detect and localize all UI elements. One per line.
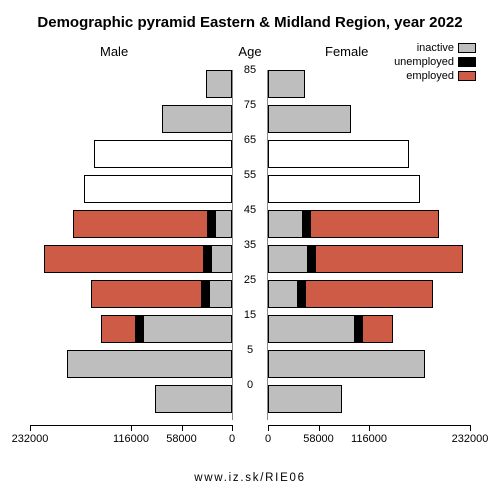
x-tick-label: 116000 <box>113 433 149 445</box>
subtitle-age: Age <box>238 44 261 59</box>
x-tick <box>182 425 183 431</box>
bar-segment-unemployed <box>202 280 209 308</box>
bar-segment-inactive <box>268 70 305 98</box>
y-tick-label: 55 <box>232 169 268 181</box>
y-tick-label: 0 <box>232 379 268 391</box>
bar-segment-employed <box>101 315 136 343</box>
legend-item-inactive: inactive <box>394 42 476 54</box>
x-tick <box>470 425 471 431</box>
bar-row <box>30 350 232 378</box>
x-tick <box>30 425 31 431</box>
bar-segment-unemployed <box>308 245 315 273</box>
bar-row <box>30 105 232 133</box>
x-tick <box>268 425 269 431</box>
bar-segment-white <box>84 175 232 203</box>
bar-row <box>30 140 232 168</box>
bar-segment-employed <box>44 245 204 273</box>
bar-segment-inactive <box>268 210 303 238</box>
subtitle-female: Female <box>325 44 368 59</box>
plot-area: 857565554535251550 <box>30 70 470 420</box>
bar-row <box>268 70 470 98</box>
x-tick-label: 0 <box>265 433 271 445</box>
bar-segment-employed <box>315 245 463 273</box>
bar-row <box>268 175 470 203</box>
bar-row <box>30 280 232 308</box>
x-tick-label: 0 <box>229 433 235 445</box>
bar-segment-unemployed <box>303 210 310 238</box>
x-tick <box>369 425 370 431</box>
bar-segment-inactive <box>268 105 351 133</box>
male-half <box>30 70 232 420</box>
x-tick-label: 232000 <box>452 433 489 445</box>
bar-segment-white <box>94 140 232 168</box>
y-tick-label: 25 <box>232 274 268 286</box>
bar-segment-inactive <box>143 315 232 343</box>
bar-segment-employed <box>305 280 434 308</box>
bar-segment-white <box>268 175 420 203</box>
bar-segment-unemployed <box>136 315 143 343</box>
bar-segment-inactive <box>211 245 232 273</box>
y-tick-label: 85 <box>232 64 268 76</box>
bar-row <box>30 70 232 98</box>
legend-swatch-unemployed <box>458 57 476 67</box>
x-tick-label: 232000 <box>12 433 49 445</box>
y-tick-label: 15 <box>232 309 268 321</box>
chart-title: Demographic pyramid Eastern & Midland Re… <box>0 14 500 31</box>
bar-segment-inactive <box>155 385 232 413</box>
bar-segment-inactive <box>215 210 232 238</box>
bar-segment-employed <box>91 280 202 308</box>
bar-segment-inactive <box>268 350 425 378</box>
bar-segment-inactive <box>206 70 232 98</box>
x-tick <box>319 425 320 431</box>
bar-row <box>30 175 232 203</box>
bar-row <box>30 245 232 273</box>
x-tick-label: 58000 <box>166 433 197 445</box>
bar-segment-inactive <box>67 350 232 378</box>
x-axis: 232000116000580000058000116000232000 <box>30 425 470 455</box>
bar-segment-employed <box>73 210 208 238</box>
bar-segment-inactive <box>268 280 298 308</box>
bar-row <box>268 140 470 168</box>
bar-segment-inactive <box>268 385 342 413</box>
bar-row <box>268 385 470 413</box>
y-tick-label: 45 <box>232 204 268 216</box>
bar-segment-inactive <box>268 315 355 343</box>
y-tick-label: 35 <box>232 239 268 251</box>
bar-segment-white <box>268 140 409 168</box>
bar-row <box>268 280 470 308</box>
bar-segment-inactive <box>162 105 232 133</box>
y-tick-label: 5 <box>232 344 268 356</box>
bar-row <box>30 210 232 238</box>
bar-row <box>268 245 470 273</box>
bar-row <box>268 210 470 238</box>
x-tick <box>131 425 132 431</box>
bar-row <box>268 315 470 343</box>
bar-row <box>268 350 470 378</box>
x-tick <box>232 425 233 431</box>
bar-segment-unemployed <box>204 245 211 273</box>
y-tick-label: 65 <box>232 134 268 146</box>
bar-segment-inactive <box>268 245 308 273</box>
bar-segment-employed <box>310 210 439 238</box>
footer-url: www.iz.sk/RIE06 <box>0 472 500 484</box>
bar-segment-unemployed <box>298 280 305 308</box>
bar-segment-unemployed <box>208 210 215 238</box>
legend-label: unemployed <box>394 56 454 68</box>
demographic-pyramid-chart: Demographic pyramid Eastern & Midland Re… <box>0 0 500 500</box>
subtitle-male: Male <box>100 44 128 59</box>
legend-item-unemployed: unemployed <box>394 56 476 68</box>
bar-segment-unemployed <box>355 315 362 343</box>
legend-label: inactive <box>417 42 454 54</box>
bar-segment-inactive <box>209 280 232 308</box>
bar-row <box>30 385 232 413</box>
y-tick-label: 75 <box>232 99 268 111</box>
bar-row <box>268 105 470 133</box>
x-tick-label: 58000 <box>303 433 334 445</box>
x-tick-label: 116000 <box>351 433 387 445</box>
bar-segment-employed <box>362 315 392 343</box>
bar-row <box>30 315 232 343</box>
female-half <box>268 70 470 420</box>
legend-swatch-inactive <box>458 43 476 53</box>
